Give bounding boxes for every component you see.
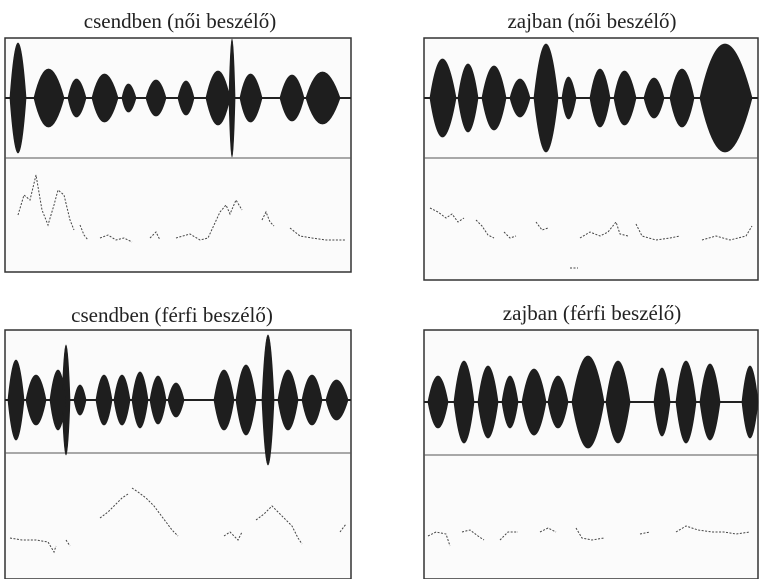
panel-title: zajban (férfi beszélő) [503,301,681,325]
pitch-contour [701,225,753,241]
pitch-contour [499,531,518,541]
pitch-contour [79,224,89,241]
pitch-contour [99,234,133,243]
pitch-contour [675,525,751,535]
pitch-contour [579,220,629,239]
pitch-contour [255,505,303,545]
pitch-contour [639,531,651,535]
panel: zajban (férfi beszélő) [423,301,759,579]
pitch-contour [427,531,451,547]
pitch-contour [289,227,346,241]
waveform [7,334,349,466]
panel: csendben (férfi beszélő) [4,303,352,579]
pitch-contour [475,219,495,239]
pitch-contour [223,531,243,541]
pitch-contour [261,210,275,227]
panel-frame [4,329,352,579]
pitch-contour [17,174,75,231]
pitch-contour [149,231,161,241]
panel-title: csendben (férfi beszélő) [71,303,273,327]
panel-title: zajban (női beszélő) [507,9,676,33]
pitch-contour [99,493,129,519]
pitch-contour [339,523,347,533]
pitch-contour [131,487,179,537]
waveform [427,355,759,449]
panel-frame [4,37,352,273]
pitch-contour [461,529,485,541]
waveform [9,38,341,158]
pitch-contour [9,537,57,554]
pitch-contour [503,231,517,239]
pitch-contour [539,527,557,533]
pitch-contour [65,539,71,547]
panel-title: csendben (női beszélő) [84,9,276,33]
waveform [429,43,753,153]
pitch-contour [635,223,681,241]
panel: zajban (női beszélő) [423,9,759,281]
pitch-contour [429,207,465,223]
panel: csendben (női beszélő) [4,9,352,273]
pitch-contour [535,221,549,231]
